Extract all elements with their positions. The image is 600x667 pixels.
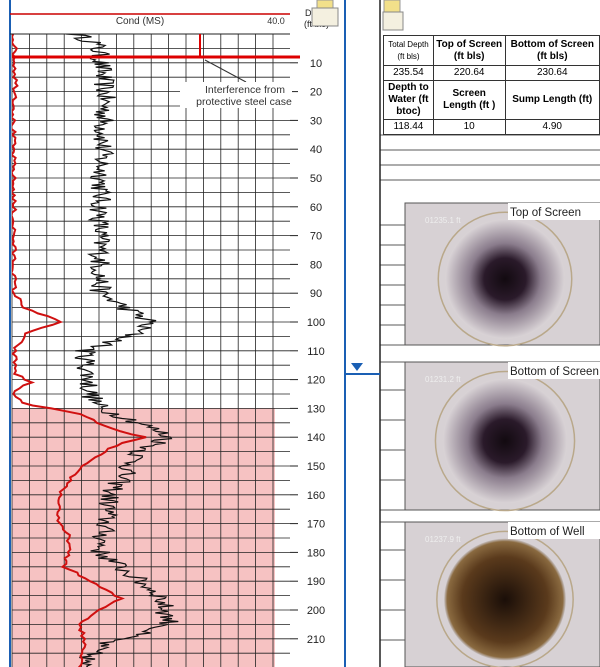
table-cell: 10 bbox=[433, 120, 505, 135]
depth-tick-label: 200 bbox=[307, 605, 325, 617]
depth-tick-label: 50 bbox=[310, 173, 322, 185]
depth-tick-label: 110 bbox=[307, 346, 325, 358]
well-icon bbox=[383, 12, 403, 30]
table-cell: Sump Length (ft) bbox=[505, 81, 599, 120]
depth-tick-label: 150 bbox=[307, 461, 325, 473]
table-cell: Screen Length (ft ) bbox=[433, 81, 505, 120]
table-cell: Bottom of Screen (ft bls) bbox=[505, 36, 599, 66]
annotation: protective steel case bbox=[196, 96, 292, 108]
depth-tick-label: 180 bbox=[307, 547, 325, 559]
photo-ring bbox=[443, 379, 567, 503]
photo-stamp: 01231.2 ft bbox=[425, 375, 461, 384]
table-cell: 230.64 bbox=[505, 66, 599, 81]
table-cell: Depth to Water (ft btoc) bbox=[384, 81, 434, 120]
grid: 10 20 30 40 50 60 70 80 90 100 110 120 130 140 150 160 1… bbox=[12, 34, 325, 667]
depth-tick-label: 160 bbox=[307, 490, 325, 502]
photo-caption: Bottom of Screen bbox=[510, 366, 599, 378]
photo-stamp: 01235.1 ft bbox=[425, 216, 461, 225]
depth-tick-label: 10 bbox=[310, 58, 322, 70]
depth-tick-label: 20 bbox=[310, 87, 322, 99]
table-cell: Top of Screen (ft bls) bbox=[433, 36, 505, 66]
table-cell: 4.90 bbox=[505, 120, 599, 135]
depth-tick-label: 120 bbox=[307, 375, 325, 387]
depth-tick-label: 60 bbox=[310, 202, 322, 214]
depth-tick-label: 100 bbox=[307, 317, 325, 329]
photo-caption: Bottom of Well bbox=[510, 526, 585, 538]
depth-tick-label: 170 bbox=[307, 519, 325, 531]
table-cell: Total Depth (ft bls) bbox=[384, 36, 434, 66]
depth-tick-label: 70 bbox=[310, 231, 322, 243]
table-cell: 118.44 bbox=[384, 120, 434, 135]
table-cell: 235.54 bbox=[384, 66, 434, 81]
depth-tick-label: 190 bbox=[307, 576, 325, 588]
photo-ring bbox=[444, 539, 566, 661]
depth-tick-label: 130 bbox=[307, 403, 325, 415]
table-cell: 220.64 bbox=[433, 66, 505, 81]
depth-tick-label: 140 bbox=[307, 432, 325, 444]
photo-stamp: 01237.9 ft bbox=[425, 535, 461, 544]
cond-label: Cond (MS) bbox=[116, 16, 164, 27]
photo-ring bbox=[445, 219, 564, 338]
well-icon bbox=[312, 8, 338, 26]
well-icon bbox=[384, 0, 400, 12]
right-panel: 01235.1 ft Top of Screen 01231.2 ft Bottom … bbox=[380, 135, 600, 667]
annotation-arrow bbox=[205, 60, 246, 82]
depth-tick-label: 90 bbox=[310, 288, 322, 300]
photo-caption: Top of Screen bbox=[510, 207, 581, 219]
depth-tick-label: 80 bbox=[310, 259, 322, 271]
cond-max: 40.0 bbox=[267, 16, 285, 26]
page: 10 20 30 40 50 60 70 80 90 100 110 120 130 140 150 160 1… bbox=[0, 0, 600, 667]
water-level-marker bbox=[351, 363, 363, 371]
depth-tick-label: 30 bbox=[310, 115, 322, 127]
annotation: Interference from bbox=[205, 84, 285, 96]
well-table: Total Depth (ft bls)Top of Screen (ft bl… bbox=[383, 35, 600, 135]
depth-tick-label: 210 bbox=[307, 634, 325, 646]
depth-tick-label: 40 bbox=[310, 144, 322, 156]
well-icon bbox=[317, 0, 333, 8]
